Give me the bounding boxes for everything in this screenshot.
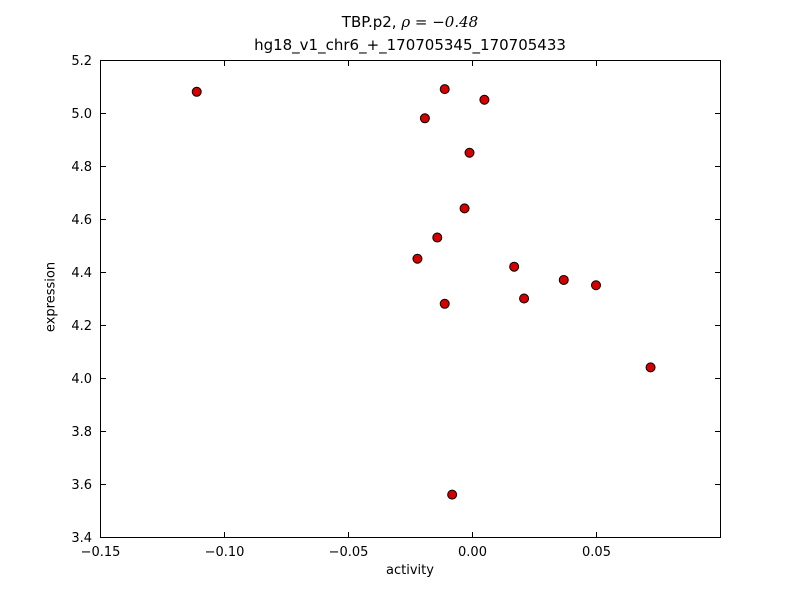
data-point: [464, 147, 475, 158]
chart-title-rho: ρ = −0.48: [401, 13, 479, 31]
data-point: [412, 253, 423, 264]
x-tick-label: 0.05: [582, 545, 611, 560]
chart-title: TBP.p2, ρ = −0.48: [100, 13, 720, 31]
data-point: [459, 203, 470, 214]
y-tick-label: 4.4: [71, 266, 92, 281]
x-tick-label: −0.05: [329, 545, 369, 560]
data-point: [191, 86, 202, 97]
y-tick-label: 4.6: [71, 213, 92, 228]
x-tick-label: −0.15: [81, 545, 121, 560]
y-tick-label: 4.2: [71, 319, 92, 334]
y-tick-label: 5.0: [71, 107, 92, 122]
axes-frame: [100, 60, 721, 538]
data-point: [439, 298, 450, 309]
y-tick-label: 3.6: [71, 478, 92, 493]
data-point: [558, 274, 569, 285]
x-tick-label: 0.00: [458, 545, 487, 560]
chart-subtitle: hg18_v1_chr6_+_170705345_170705433: [254, 36, 566, 54]
data-point: [479, 94, 490, 105]
data-point: [447, 489, 458, 500]
data-point: [645, 362, 656, 373]
data-point: [519, 293, 530, 304]
y-tick-label: 5.2: [71, 54, 92, 69]
y-tick-label: 4.8: [71, 160, 92, 175]
data-point: [439, 84, 450, 95]
x-tick-label: −0.10: [205, 545, 245, 560]
data-point: [432, 232, 443, 243]
data-point: [419, 113, 430, 124]
y-tick-label: 3.4: [71, 531, 92, 546]
chart-title-text: TBP.p2,: [341, 13, 402, 31]
y-tick-label: 4.0: [71, 372, 92, 387]
data-point: [591, 280, 601, 291]
y-axis-label: expression: [43, 261, 59, 333]
y-tick-label: 3.8: [71, 425, 92, 440]
x-axis-label: activity: [386, 563, 434, 578]
data-point: [509, 261, 520, 272]
